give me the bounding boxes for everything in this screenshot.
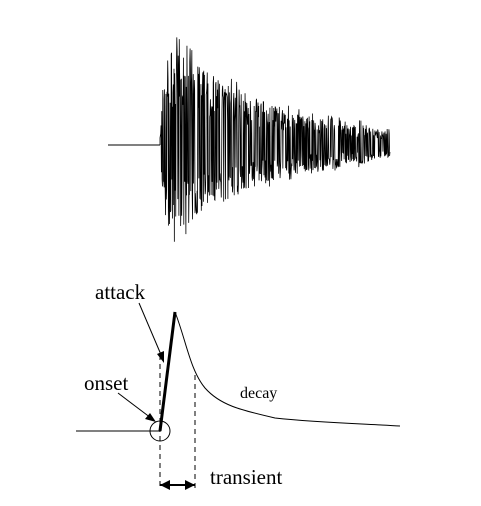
waveform-trace xyxy=(159,37,391,242)
attack-label: attack xyxy=(95,280,146,304)
onset-label: onset xyxy=(84,371,128,395)
transient-label: transient xyxy=(210,465,282,489)
envelope-schematic: attack onset decay transient xyxy=(76,280,401,490)
decay-label: decay xyxy=(240,385,277,402)
attack-segment xyxy=(158,311,177,432)
onset-pointer-arrow xyxy=(117,392,156,422)
audio-waveform xyxy=(108,37,391,242)
decay-curve xyxy=(174,311,401,427)
attack-pointer-arrow xyxy=(138,302,164,363)
waveform-signal xyxy=(159,37,391,242)
transient-span-arrow xyxy=(160,480,195,490)
